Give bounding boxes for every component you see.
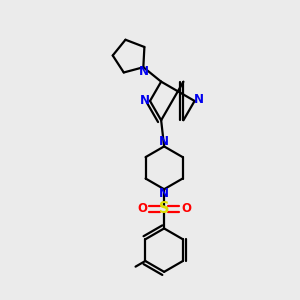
Text: N: N	[159, 135, 169, 148]
Text: N: N	[140, 94, 150, 107]
Text: N: N	[159, 188, 169, 200]
Text: O: O	[137, 202, 147, 215]
Text: N: N	[139, 65, 149, 79]
Text: S: S	[159, 201, 169, 216]
Text: N: N	[194, 93, 204, 106]
Text: O: O	[181, 202, 191, 215]
